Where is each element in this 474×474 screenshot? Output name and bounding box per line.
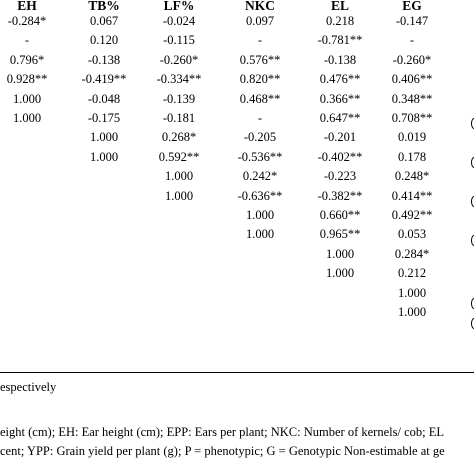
table-cell: 1.000 xyxy=(89,130,119,145)
clipped-column-mark xyxy=(471,118,474,129)
table-cell: 0.820** xyxy=(239,72,281,87)
table-cell: -0.260* xyxy=(392,52,432,67)
table-cell: - xyxy=(24,33,30,48)
table-cell: 0.492** xyxy=(391,208,433,222)
table-cell: - xyxy=(409,33,415,48)
column-header: NKC xyxy=(245,0,275,13)
table-cell: -0.205 xyxy=(243,130,277,145)
table-cell: 1.000 xyxy=(325,246,355,261)
table-cell: 0.178 xyxy=(397,149,427,164)
table-cell: 0.708** xyxy=(391,111,433,125)
table-cell: -0.024 xyxy=(162,14,196,28)
table-cell: - xyxy=(257,111,263,125)
column-header: EG xyxy=(402,0,422,13)
table-cell: 1.000 xyxy=(164,169,194,184)
table-cell: 1.000 xyxy=(325,266,355,281)
table-cell: -0.138 xyxy=(323,52,357,67)
table-cell: -0.175 xyxy=(87,111,121,125)
table-cell: 0.414** xyxy=(391,188,433,203)
table-cell: 0.660** xyxy=(319,208,361,222)
table-cell: 0.348** xyxy=(391,91,433,106)
table-cell: 1.000 xyxy=(12,111,42,125)
table-cell: -0.138 xyxy=(87,52,121,67)
table-cell: -0.636** xyxy=(237,188,283,203)
column-header: EH xyxy=(17,0,37,13)
column-header: EL xyxy=(330,0,350,13)
table-cell: -0.147 xyxy=(395,14,429,28)
table-cell: 1.000 xyxy=(245,227,275,242)
table-cell: 0.053 xyxy=(397,227,427,242)
table-cell: -0.536** xyxy=(237,149,283,164)
table-cell: -0.402** xyxy=(317,149,363,164)
table-cell: -0.260* xyxy=(159,52,199,67)
clipped-column-mark xyxy=(471,298,474,309)
table-cell: -0.781** xyxy=(317,33,363,48)
clipped-column-mark xyxy=(471,235,474,246)
table-cell: 1.000 xyxy=(397,305,427,319)
table-cell: 0.928** xyxy=(6,72,48,87)
table-cell: -0.048 xyxy=(87,91,121,106)
table-cell: 0.965** xyxy=(319,227,361,242)
table-cell: -0.139 xyxy=(162,91,196,106)
table-cell: - xyxy=(257,33,263,48)
table-cell: 0.212 xyxy=(397,266,427,281)
footnote-line-1: espectively xyxy=(0,380,57,394)
table-cell: 0.406** xyxy=(391,72,433,87)
table-cell: 0.284* xyxy=(394,246,430,261)
table-cell: 0.796* xyxy=(9,52,45,67)
table-cell: -0.115 xyxy=(163,33,195,48)
table-cell: 0.218 xyxy=(325,14,355,28)
table-cell: -0.223 xyxy=(323,169,357,184)
table-cell: -0.382** xyxy=(317,188,363,203)
table-cell: 0.248* xyxy=(394,169,430,184)
table-cell: -0.181 xyxy=(162,111,196,125)
column-header: LF% xyxy=(163,0,195,13)
table-cell: 1.000 xyxy=(12,91,42,106)
table-cell: 1.000 xyxy=(397,285,427,300)
clipped-column-mark xyxy=(471,196,474,207)
table-cell: -0.334** xyxy=(156,72,202,87)
footnote-line-2: eight (cm); EH: Ear height (cm); EPP: Ea… xyxy=(0,425,444,439)
table-cell: 0.019 xyxy=(397,130,427,145)
table-cell: 1.000 xyxy=(164,188,194,203)
table-cell: 0.268* xyxy=(161,130,197,145)
table-cell: 0.647** xyxy=(319,111,361,125)
table-cell: 0.242* xyxy=(242,169,278,184)
table-cell: -0.284* xyxy=(7,14,47,28)
table-cell: -0.419** xyxy=(81,72,127,87)
table-cell: 0.592** xyxy=(158,149,200,164)
clipped-column-mark xyxy=(471,157,474,168)
table-cell: 1.000 xyxy=(245,208,275,222)
column-header: TB% xyxy=(88,0,120,13)
footnote-line-3: cent; YPP: Grain yield per plant (g); P … xyxy=(0,444,445,458)
clipped-column-mark xyxy=(471,318,474,329)
table-cell: 0.120 xyxy=(89,33,119,48)
table-cell: 0.576** xyxy=(239,52,281,67)
table-cell: 0.468** xyxy=(239,91,281,106)
table-cell: 0.067 xyxy=(89,14,119,28)
table-cell: 0.097 xyxy=(245,14,275,28)
table-cell: 0.476** xyxy=(319,72,361,87)
table-cell: 1.000 xyxy=(89,149,119,164)
table-cell: 0.366** xyxy=(319,91,361,106)
table-bottom-rule xyxy=(0,372,474,373)
table-cell: -0.201 xyxy=(323,130,357,145)
